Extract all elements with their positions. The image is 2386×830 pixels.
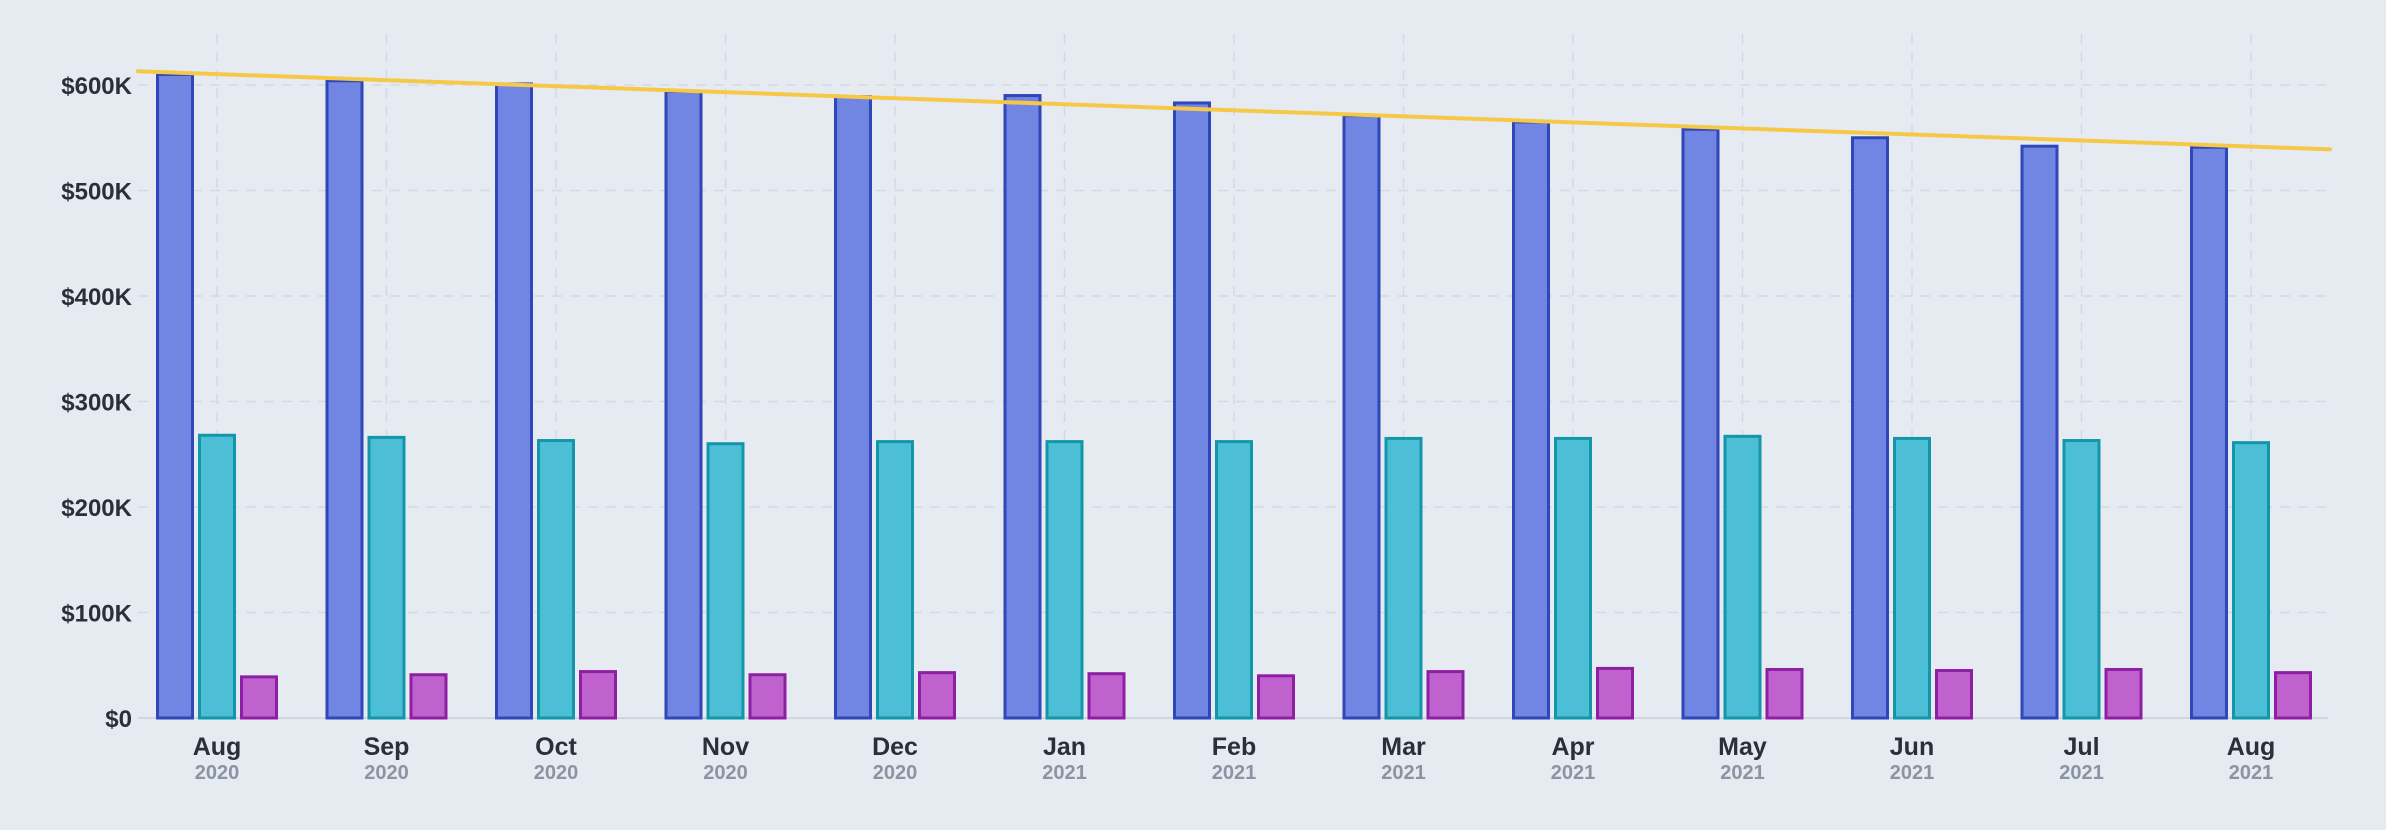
bar-series-2 — [2232, 441, 2270, 720]
bar-series-3 — [1257, 674, 1295, 720]
x-tick-month: Mar — [1381, 733, 1426, 761]
bar-series-3 — [409, 673, 448, 720]
bar-series-3 — [579, 670, 617, 720]
bar-series-3 — [2104, 667, 2143, 720]
y-tick-label: $200K — [61, 495, 132, 522]
y-tick-label: $100K — [61, 601, 132, 628]
x-tick-month: Aug — [2227, 733, 2276, 761]
bar-series-3 — [1087, 672, 1126, 720]
x-tick-year: 2020 — [364, 762, 409, 784]
bar-series-2 — [1893, 436, 1931, 720]
bar-series-3 — [748, 673, 787, 720]
x-tick-year: 2021 — [1042, 762, 1087, 784]
bar-series-3 — [918, 671, 956, 720]
bar-series-3 — [2274, 671, 2312, 720]
bar-series-2 — [1045, 440, 1084, 720]
bar-series-1 — [834, 95, 872, 720]
x-tick-month: Dec — [872, 733, 918, 761]
y-tick-label: $600K — [61, 73, 132, 100]
x-tick-year: 2021 — [2229, 762, 2274, 784]
x-tick-month: Apr — [1551, 733, 1594, 761]
bar-series-1 — [1681, 127, 1720, 720]
x-tick-year: 2021 — [1890, 762, 1935, 784]
x-tick-month: May — [1718, 733, 1767, 761]
x-tick-month: Oct — [535, 733, 577, 761]
x-tick-month: Sep — [364, 733, 410, 761]
bar-series-1 — [1851, 136, 1889, 720]
bar-group — [156, 72, 2312, 720]
x-tick-month: Jan — [1043, 733, 1086, 761]
x-tick-month: Aug — [193, 733, 242, 761]
bar-series-1 — [1342, 114, 1381, 720]
bar-series-2 — [367, 435, 406, 720]
bar-series-1 — [325, 79, 364, 720]
x-tick-year: 2020 — [703, 762, 748, 784]
bar-series-2 — [706, 442, 745, 720]
x-tick-month: Jul — [2063, 733, 2099, 761]
x-tick-year: 2021 — [1381, 762, 1426, 784]
x-tick-year: 2021 — [1720, 762, 1765, 784]
x-tick-month: Jun — [1890, 733, 1934, 761]
bar-series-1 — [1512, 120, 1550, 720]
bar-series-1 — [156, 72, 194, 720]
bar-series-3 — [1596, 666, 1634, 720]
bar-series-2 — [537, 439, 575, 720]
x-tick-year: 2020 — [534, 762, 579, 784]
trend-line — [136, 69, 2332, 152]
y-tick-label: $400K — [61, 284, 132, 311]
x-tick-year: 2020 — [873, 762, 918, 784]
bar-series-1 — [495, 82, 533, 720]
bar-series-1 — [1003, 94, 1042, 720]
x-tick-year: 2021 — [1212, 762, 1257, 784]
x-axis: Aug2020Sep2020Oct2020Nov2020Dec2020Jan20… — [193, 733, 2276, 784]
bar-series-1 — [2020, 144, 2059, 720]
bar-series-2 — [2062, 439, 2101, 720]
bar-series-2 — [198, 433, 236, 720]
bar-series-3 — [240, 675, 278, 720]
bar-series-3 — [1765, 667, 1804, 720]
bar-series-1 — [2190, 145, 2228, 720]
trend-line-group — [136, 69, 2332, 152]
x-tick-month: Feb — [1212, 733, 1256, 761]
y-tick-label: $300K — [61, 390, 132, 417]
bar-series-2 — [1215, 440, 1253, 720]
bar-series-2 — [1384, 436, 1423, 720]
bar-series-3 — [1935, 669, 1973, 720]
bar-series-1 — [1173, 101, 1211, 720]
y-tick-label: $500K — [61, 179, 132, 206]
x-tick-year: 2021 — [2059, 762, 2104, 784]
bar-series-2 — [876, 440, 914, 720]
y-axis: $0 $100K $200K $300K $400K $500K $600K — [61, 73, 132, 733]
x-tick-year: 2021 — [1551, 762, 1596, 784]
y-tick-label: $0 — [105, 706, 132, 733]
x-tick-year: 2020 — [195, 762, 240, 784]
bar-series-2 — [1723, 434, 1762, 720]
bar-series-2 — [1554, 436, 1592, 720]
x-tick-month: Nov — [702, 733, 749, 761]
bar-series-1 — [664, 89, 703, 720]
bar-series-3 — [1426, 670, 1465, 720]
